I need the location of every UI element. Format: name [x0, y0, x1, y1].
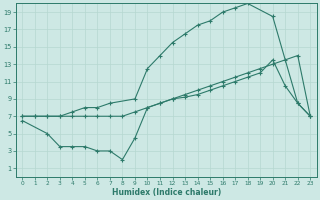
X-axis label: Humidex (Indice chaleur): Humidex (Indice chaleur) [112, 188, 221, 197]
